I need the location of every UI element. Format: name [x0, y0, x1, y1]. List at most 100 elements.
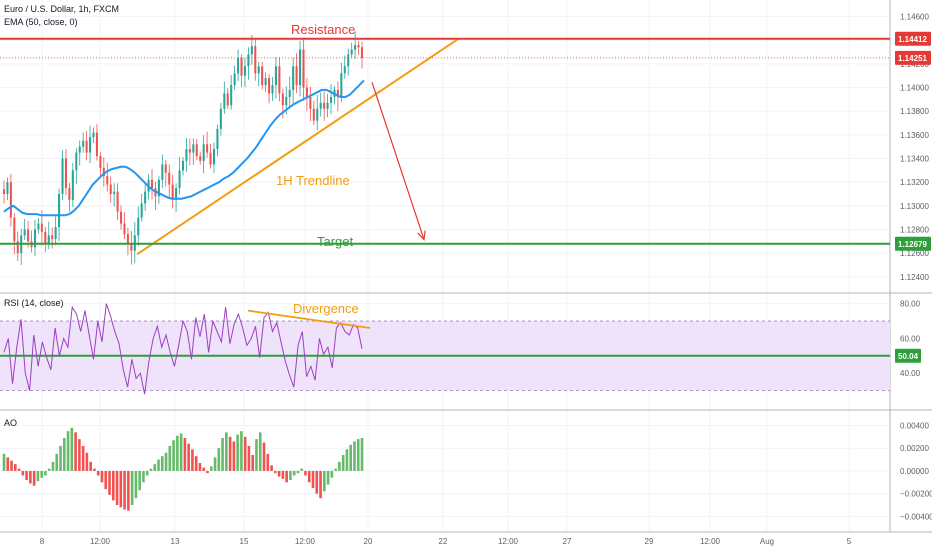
candle-body[interactable]: [254, 46, 257, 74]
ao-bar[interactable]: [142, 470, 145, 483]
price-axis[interactable]: 8 12:00 13 15 12:00 20 22 12:00 27 29 12:00 Aug 5 1.1…: [40, 13, 932, 546]
ao-bar[interactable]: [44, 470, 47, 476]
candle-body[interactable]: [271, 85, 274, 94]
ao-bar[interactable]: [14, 464, 17, 471]
candle-body[interactable]: [188, 149, 191, 153]
ao-bar[interactable]: [353, 441, 356, 471]
ao-bar[interactable]: [183, 437, 187, 471]
ao-bar[interactable]: [59, 445, 62, 471]
candle-body[interactable]: [209, 152, 212, 165]
ao-bar[interactable]: [217, 448, 221, 471]
candle-body[interactable]: [195, 144, 198, 157]
ao-bar[interactable]: [270, 465, 273, 471]
ao-bar[interactable]: [277, 470, 281, 477]
ao-bar[interactable]: [311, 470, 315, 488]
candle-body[interactable]: [126, 234, 129, 244]
candle-body[interactable]: [27, 229, 30, 242]
ao-bar[interactable]: [202, 467, 206, 471]
ao-bar[interactable]: [292, 470, 296, 476]
ao-bar[interactable]: [198, 462, 202, 471]
ao-bar[interactable]: [285, 470, 288, 483]
candle-body[interactable]: [109, 184, 112, 194]
candle-body[interactable]: [292, 66, 295, 90]
ao-bar[interactable]: [62, 437, 66, 471]
ao-bar[interactable]: [236, 434, 239, 471]
candle-body[interactable]: [336, 89, 339, 97]
candle-body[interactable]: [185, 149, 188, 161]
candle-body[interactable]: [54, 227, 57, 239]
ao-bar[interactable]: [164, 452, 168, 471]
ao-bar[interactable]: [228, 436, 232, 471]
candle-body[interactable]: [243, 66, 246, 76]
ao-bar[interactable]: [157, 459, 160, 471]
ao-bar[interactable]: [255, 439, 258, 471]
candle-body[interactable]: [268, 78, 271, 94]
ao-bar[interactable]: [127, 470, 130, 511]
candle-body[interactable]: [316, 108, 319, 121]
candle-body[interactable]: [78, 146, 81, 153]
ao-bar[interactable]: [289, 470, 292, 481]
ao-bar[interactable]: [206, 470, 209, 474]
candle-body[interactable]: [58, 194, 61, 228]
ao-bar[interactable]: [74, 432, 77, 471]
candle-body[interactable]: [181, 160, 185, 171]
ao-bar[interactable]: [70, 427, 74, 471]
candle-body[interactable]: [71, 170, 74, 200]
candle-body[interactable]: [123, 223, 126, 235]
candle-body[interactable]: [285, 97, 288, 106]
ao-bar[interactable]: [168, 445, 172, 471]
ao-bar[interactable]: [81, 445, 85, 471]
ao-bar[interactable]: [100, 470, 104, 483]
ao-pane[interactable]: [2, 427, 364, 511]
candle-body[interactable]: [44, 231, 47, 244]
candle-body[interactable]: [319, 102, 322, 109]
ao-bar[interactable]: [2, 453, 6, 471]
ao-bar[interactable]: [119, 470, 123, 508]
ao-bar[interactable]: [341, 455, 345, 471]
ao-bar[interactable]: [21, 470, 25, 476]
candle-body[interactable]: [37, 223, 40, 230]
candle-body[interactable]: [357, 44, 360, 48]
ao-bar[interactable]: [281, 470, 285, 479]
candle-body[interactable]: [281, 93, 284, 106]
ao-bar[interactable]: [89, 461, 92, 471]
candle-body[interactable]: [309, 97, 312, 109]
candle-body[interactable]: [216, 128, 219, 150]
ao-bar[interactable]: [304, 470, 307, 476]
ao-bar[interactable]: [194, 456, 198, 471]
ao-bar[interactable]: [130, 470, 134, 506]
ao-bar[interactable]: [111, 470, 115, 501]
candle-body[interactable]: [113, 191, 116, 194]
candle-body[interactable]: [95, 132, 98, 157]
ao-bar[interactable]: [51, 461, 55, 471]
candle-body[interactable]: [168, 172, 171, 185]
ao-bar[interactable]: [123, 470, 126, 510]
candle-body[interactable]: [278, 66, 281, 94]
candle-body[interactable]: [47, 235, 50, 244]
ao-bar[interactable]: [55, 453, 59, 471]
ao-bar[interactable]: [78, 439, 81, 471]
candle-body[interactable]: [33, 229, 37, 248]
candle-body[interactable]: [99, 156, 102, 168]
candle-body[interactable]: [85, 140, 88, 153]
candle-body[interactable]: [257, 66, 260, 74]
candle-body[interactable]: [347, 54, 350, 67]
ao-bar[interactable]: [300, 468, 304, 471]
ao-bar[interactable]: [315, 470, 319, 494]
ao-bar[interactable]: [29, 470, 32, 484]
candle-body[interactable]: [240, 57, 243, 76]
candle-body[interactable]: [226, 93, 229, 106]
ao-bar[interactable]: [40, 470, 43, 478]
candle-body[interactable]: [264, 78, 267, 86]
candle-body[interactable]: [250, 46, 253, 55]
candle-body[interactable]: [360, 47, 364, 58]
ao-bar[interactable]: [25, 470, 28, 481]
candle-body[interactable]: [230, 85, 233, 106]
ao-bar[interactable]: [258, 432, 262, 471]
ao-bar[interactable]: [213, 457, 217, 471]
rsi-pane[interactable]: [0, 303, 890, 395]
ao-bar[interactable]: [93, 468, 96, 471]
ao-bar[interactable]: [47, 468, 51, 471]
candle-body[interactable]: [140, 203, 143, 218]
ao-bar[interactable]: [319, 470, 322, 499]
